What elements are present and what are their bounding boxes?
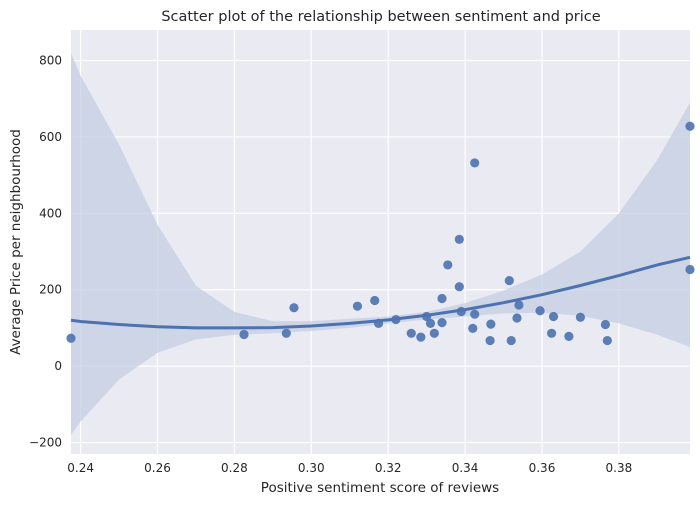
x-tick-label: 0.32: [375, 461, 402, 475]
data-point: [425, 318, 436, 328]
data-point: [289, 303, 299, 313]
regression-line: [70, 255, 691, 330]
data-point: [416, 332, 426, 342]
data-point: [485, 335, 495, 346]
data-point: [66, 333, 76, 343]
x-tick-label: 0.30: [298, 461, 325, 475]
data-point: [506, 335, 516, 346]
y-tick-label: 400: [39, 206, 62, 220]
data-point: [504, 275, 514, 286]
x-tick-label: 0.36: [529, 461, 556, 475]
data-point: [437, 293, 447, 304]
data-points: [66, 121, 695, 346]
data-point: [535, 306, 545, 316]
data-point: [470, 309, 480, 319]
data-point: [685, 264, 695, 275]
data-point: [564, 331, 574, 341]
data-point: [281, 328, 291, 338]
x-tick-label: 0.28: [221, 461, 248, 475]
data-point: [406, 328, 416, 338]
y-tick-label: 800: [39, 54, 62, 68]
data-point: [468, 323, 478, 333]
data-point: [429, 328, 439, 338]
y-tick-label: 0: [54, 359, 62, 373]
y-tick-label: 200: [39, 283, 62, 297]
data-point: [548, 311, 559, 322]
y-axis-label: Average Price per neighbourhood: [8, 129, 24, 355]
data-point: [454, 282, 464, 292]
data-point: [239, 329, 249, 340]
y-tick-labels: −200 0 200 400 600 800: [29, 54, 62, 450]
data-point: [685, 121, 695, 131]
data-point: [454, 234, 464, 244]
y-tick-label: 600: [39, 130, 62, 144]
data-point: [352, 301, 363, 311]
data-point: [370, 295, 380, 306]
plot-area: [71, 30, 690, 454]
chart-title: Scatter plot of the relationship between…: [161, 9, 600, 25]
data-point: [470, 158, 480, 168]
data-point: [443, 260, 453, 270]
x-tick-label: 0.26: [144, 461, 171, 475]
x-axis-label: Positive sentiment score of reviews: [261, 480, 499, 496]
data-point: [600, 319, 611, 330]
data-point: [437, 317, 447, 328]
data-point: [486, 319, 496, 329]
x-tick-label: 0.38: [606, 461, 633, 475]
data-point: [514, 300, 524, 310]
data-point: [512, 313, 522, 323]
data-point: [602, 335, 612, 346]
y-tick-label: −200: [29, 436, 62, 450]
x-tick-label: 0.34: [452, 461, 479, 475]
data-point: [546, 328, 557, 338]
x-tick-labels: 0.24 0.26 0.28 0.30 0.32 0.34 0.36 0.38: [67, 461, 632, 475]
data-point: [575, 312, 586, 322]
x-tick-label: 0.24: [67, 461, 94, 475]
